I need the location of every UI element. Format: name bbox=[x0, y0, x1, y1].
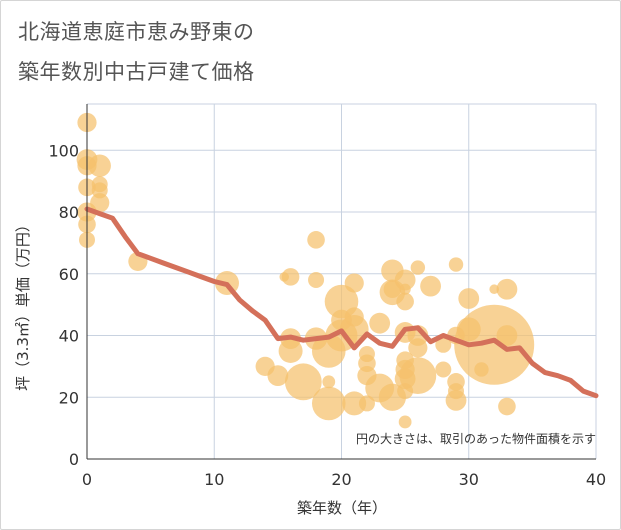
y-axis-label: 坪（3.3㎡）単価（万円） bbox=[14, 217, 32, 391]
x-tick-label: 20 bbox=[331, 470, 351, 489]
x-tick-label: 0 bbox=[82, 470, 92, 489]
bubble-series bbox=[76, 112, 535, 429]
bubble-point bbox=[311, 386, 346, 421]
bubble-point bbox=[399, 283, 411, 295]
bubble-point bbox=[498, 397, 516, 416]
bubble-point bbox=[322, 375, 336, 389]
trend-line bbox=[84, 206, 599, 399]
bubble-point bbox=[454, 304, 535, 385]
x-tick-label: 10 bbox=[204, 470, 224, 489]
bubble-point bbox=[489, 284, 500, 295]
bubble-point bbox=[448, 257, 464, 272]
bubble-point bbox=[267, 365, 289, 387]
chart-title-line2: 築年数別中古戸建て価格 bbox=[18, 60, 255, 84]
y-tick-label: 100 bbox=[48, 141, 79, 160]
bubble-point bbox=[342, 391, 367, 416]
bubble-point bbox=[307, 231, 325, 249]
bubble-point bbox=[445, 389, 467, 411]
x-axis-label: 築年数（年） bbox=[297, 499, 387, 517]
bubble-point bbox=[88, 154, 111, 177]
y-tick-label: 40 bbox=[59, 327, 79, 346]
bubble-point bbox=[398, 415, 412, 429]
bubble-point bbox=[408, 338, 428, 358]
bubble-point bbox=[435, 336, 452, 353]
bubble-point bbox=[278, 338, 303, 363]
chart-title-line1: 北海道恵庭市恵み野東の bbox=[18, 20, 255, 44]
bubble-point bbox=[369, 312, 391, 334]
bubble-size-note: 円の大きさは、取引のあった物件面積を示す bbox=[356, 431, 596, 446]
bubble-point bbox=[458, 288, 480, 309]
bubble-point bbox=[496, 325, 518, 346]
y-tick-label: 80 bbox=[59, 203, 79, 222]
bubble-point bbox=[90, 193, 110, 213]
y-tick-label: 60 bbox=[59, 265, 79, 284]
bubble-point bbox=[394, 269, 416, 291]
bubble-point bbox=[396, 292, 414, 311]
bubble-point bbox=[344, 273, 364, 293]
y-tick-label: 20 bbox=[59, 388, 79, 407]
bubble-point bbox=[435, 361, 452, 378]
bubble-point bbox=[420, 275, 441, 297]
x-tick-label: 30 bbox=[459, 470, 479, 489]
trend-line-series bbox=[84, 206, 599, 399]
axes bbox=[86, 104, 596, 460]
bubble-point bbox=[284, 363, 322, 401]
x-tick-label: 40 bbox=[586, 470, 606, 489]
bubble-point bbox=[496, 278, 518, 300]
tick-labels: 0 10 20 30 40 0 20 40 60 80 100 bbox=[48, 141, 606, 489]
bubble-point bbox=[410, 260, 426, 275]
bubble-point bbox=[308, 271, 325, 288]
bubble-point bbox=[281, 268, 300, 286]
y-tick-label: 0 bbox=[69, 450, 79, 469]
bubble-point bbox=[399, 357, 437, 395]
